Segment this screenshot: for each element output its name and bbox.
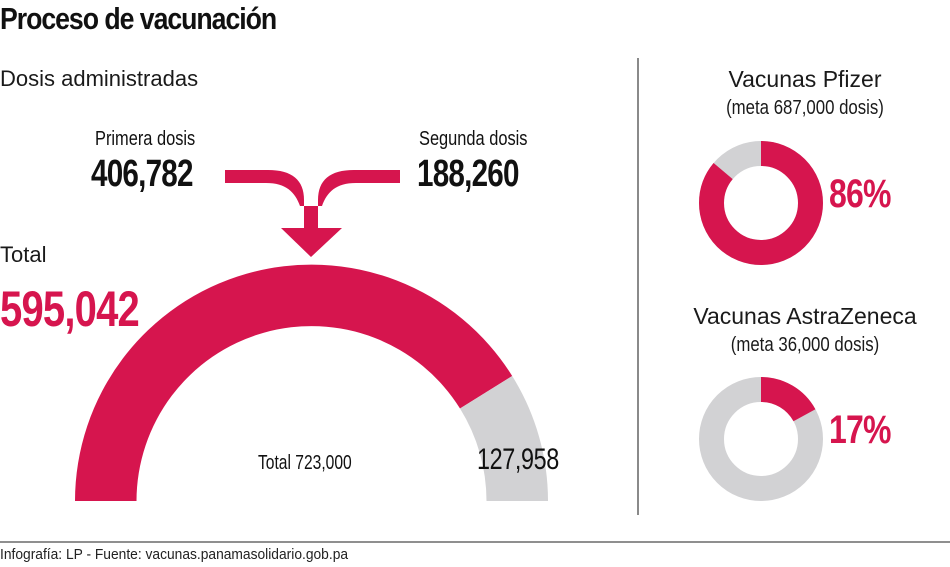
gauge-administered-segment [75, 264, 513, 501]
footer-divider [0, 541, 950, 543]
second-dose-label: Segunda dosis [419, 128, 528, 150]
footer-credit: Infografía: LP - Fuente: vacunas.panamas… [0, 546, 349, 563]
merge-arrow-icon [225, 170, 400, 257]
second-dose-value: 188,260 [417, 153, 519, 195]
pfizer-donut [699, 141, 823, 265]
astrazeneca-percent: 17% [829, 408, 891, 452]
total-value: 595,042 [0, 281, 140, 337]
total-label: Total [0, 242, 47, 267]
gauge-total-label: Total 723,000 [258, 452, 352, 474]
first-dose-value: 406,782 [91, 153, 193, 195]
pfizer-subtitle: (meta 687,000 dosis) [726, 97, 884, 119]
gauge-remaining-value: 127,958 [477, 443, 559, 476]
doses-gauge [75, 264, 548, 501]
vertical-divider [637, 58, 639, 515]
page-title: Proceso de vacunación [0, 1, 277, 36]
pfizer-percent: 86% [829, 172, 891, 216]
astrazeneca-title: Vacunas AstraZeneca [693, 303, 917, 329]
section-subtitle: Dosis administradas [0, 66, 199, 91]
astrazeneca-donut [699, 377, 823, 501]
astrazeneca-subtitle: (meta 36,000 dosis) [730, 334, 880, 356]
first-dose-label: Primera dosis [95, 128, 196, 150]
pfizer-title: Vacunas Pfizer [728, 66, 882, 92]
gauge-remaining-segment [460, 376, 548, 501]
